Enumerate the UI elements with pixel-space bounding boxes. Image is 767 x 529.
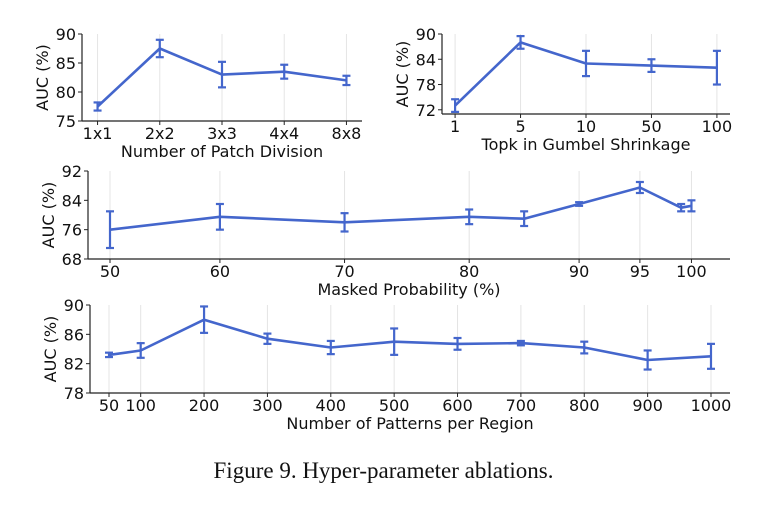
y-tick-label: 76	[62, 221, 82, 240]
chart-panel-4: 50 100 200 300 400 500 600 700 800 900 1000 78 82 86 9…	[41, 296, 731, 433]
chart-panel-2: 1 5 10 50 100 72 78 84 90 Topk in Gumbel Shrinkag…	[393, 25, 732, 154]
y-axis-label: AUC (%)	[33, 44, 52, 111]
y-tick-label: 78	[416, 76, 436, 95]
chart-panel-3: 50 60 70 80 90 95 100 68 76 84 92 Masked Probabilit…	[39, 162, 730, 299]
y-tick-label: 78	[64, 384, 84, 403]
x-tick-label: 700	[506, 396, 537, 415]
y-tick-label: 86	[64, 325, 84, 344]
y-tick-label: 92	[62, 162, 82, 181]
x-axis-label: Number of Patterns per Region	[286, 414, 533, 433]
y-axis-label: AUC (%)	[41, 316, 60, 383]
x-tick-label: 200	[189, 396, 220, 415]
x-axis-label: Number of Patch Division	[121, 142, 323, 161]
y-tick-label: 72	[416, 101, 436, 120]
y-tick-label: 84	[62, 191, 82, 210]
x-tick-label: 50	[641, 117, 661, 136]
y-tick-label: 84	[416, 50, 436, 69]
x-tick-label: 100	[125, 396, 156, 415]
x-tick-label: 5	[515, 117, 525, 136]
y-tick-label: 85	[56, 54, 76, 73]
x-tick-label: 80	[459, 262, 479, 281]
x-tick-label: 60	[210, 262, 230, 281]
x-tick-label: 1x1	[83, 124, 113, 143]
x-axis-label: Masked Probability (%)	[317, 280, 500, 299]
x-tick-label: 4x4	[269, 124, 299, 143]
x-tick-label: 300	[252, 396, 283, 415]
x-tick-label: 95	[630, 262, 650, 281]
x-tick-label: 2x2	[145, 124, 175, 143]
x-tick-label: 90	[569, 262, 589, 281]
x-axis-label: Topk in Gumbel Shrinkage	[481, 135, 691, 154]
x-tick-label: 500	[379, 396, 410, 415]
x-tick-label: 1000	[691, 396, 732, 415]
x-tick-label: 100	[676, 262, 707, 281]
x-tick-label: 70	[334, 262, 354, 281]
x-tick-label: 1	[450, 117, 460, 136]
series-line	[108, 318, 712, 362]
y-tick-label: 80	[56, 83, 76, 102]
x-tick-label: 10	[576, 117, 596, 136]
x-tick-label: 50	[100, 262, 120, 281]
chart-panel-1: 1x1 2x2 3x3 4x4 8x8 75 80 85 90 Number of Patch D…	[33, 25, 362, 161]
x-tick-label: 3x3	[207, 124, 237, 143]
x-tick-label: 50	[99, 396, 119, 415]
x-tick-label: 800	[569, 396, 600, 415]
x-tick-label: 8x8	[332, 124, 362, 143]
x-tick-label: 400	[316, 396, 347, 415]
figure-caption: Figure 9. Hyper-parameter ablations.	[213, 458, 554, 483]
x-tick-label: 900	[632, 396, 663, 415]
x-tick-label: 100	[702, 117, 733, 136]
y-tick-label: 90	[416, 25, 436, 44]
y-tick-label: 90	[56, 25, 76, 44]
y-tick-label: 90	[64, 296, 84, 315]
y-tick-label: 75	[56, 112, 76, 131]
y-tick-label: 68	[62, 250, 82, 269]
y-axis-label: AUC (%)	[39, 182, 58, 249]
y-axis-label: AUC (%)	[393, 41, 412, 108]
y-tick-label: 82	[64, 355, 84, 374]
series-line	[109, 186, 692, 231]
x-tick-label: 600	[442, 396, 473, 415]
